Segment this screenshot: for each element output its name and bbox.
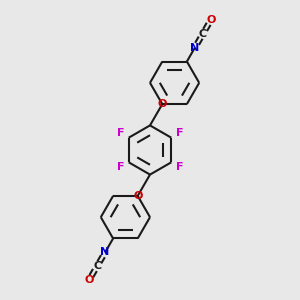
Text: F: F [176,162,183,172]
Text: N: N [190,43,200,53]
Text: O: O [206,15,216,25]
Text: N: N [100,247,110,257]
Text: O: O [158,99,167,109]
Text: O: O [84,275,94,285]
Text: O: O [133,191,142,201]
Text: F: F [117,128,124,138]
Text: C: C [199,29,207,39]
Text: F: F [117,162,124,172]
Text: F: F [176,128,183,138]
Text: C: C [93,261,101,271]
